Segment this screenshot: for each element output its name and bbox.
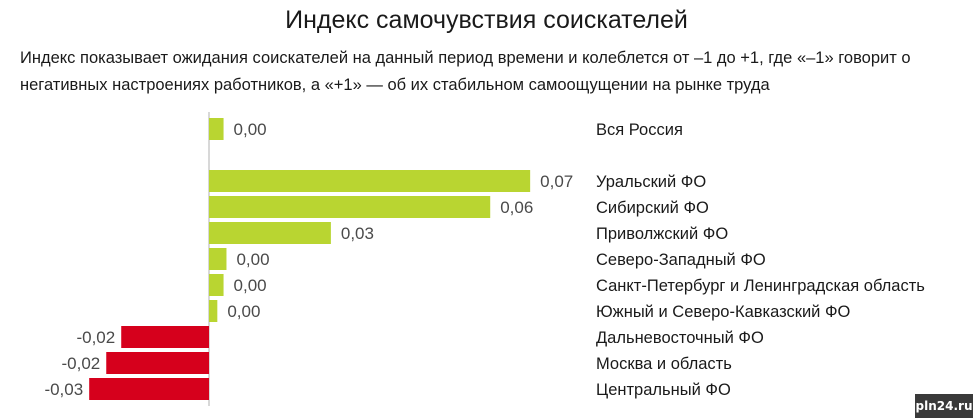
data-label: 0,00: [227, 302, 260, 321]
category-label: Сибирский ФО: [596, 199, 709, 217]
data-label: 0,07: [540, 172, 573, 191]
data-label: -0,02: [61, 354, 100, 373]
data-label: 0,00: [234, 276, 267, 295]
category-label: Дальневосточный ФО: [596, 329, 764, 347]
watermark-logo: pln24.ru: [915, 394, 973, 418]
category-label: Центральный ФО: [596, 381, 731, 399]
category-label: Москва и область: [596, 355, 732, 373]
bar: [209, 222, 331, 244]
data-label: 0,00: [234, 120, 267, 139]
chart-title: Индекс самочувствия соискателей: [285, 6, 688, 34]
category-label: Северо-Западный ФО: [596, 251, 766, 269]
bar: [209, 300, 218, 322]
bar: [209, 196, 491, 218]
data-label: 0,00: [236, 250, 269, 269]
data-label: -0,03: [44, 380, 83, 399]
category-label: Уральский ФО: [596, 173, 706, 191]
bar: [209, 248, 227, 270]
bar: [89, 378, 209, 400]
data-label: 0,06: [500, 198, 533, 217]
chart-subtitle: Индекс показывает ожидания соискателей н…: [20, 49, 911, 94]
data-label: -0,02: [76, 328, 115, 347]
bar: [121, 326, 209, 348]
category-label: Южный и Северо-Кавказский ФО: [596, 303, 851, 321]
bar: [106, 352, 209, 374]
data-label: 0,03: [341, 224, 374, 243]
category-label: Санкт-Петербург и Ленинградская область: [596, 277, 925, 295]
category-label: Приволжский ФО: [596, 225, 728, 243]
bar: [209, 118, 224, 140]
bar: [209, 170, 531, 192]
category-label: Вся Россия: [596, 121, 683, 139]
bar: [209, 274, 224, 296]
